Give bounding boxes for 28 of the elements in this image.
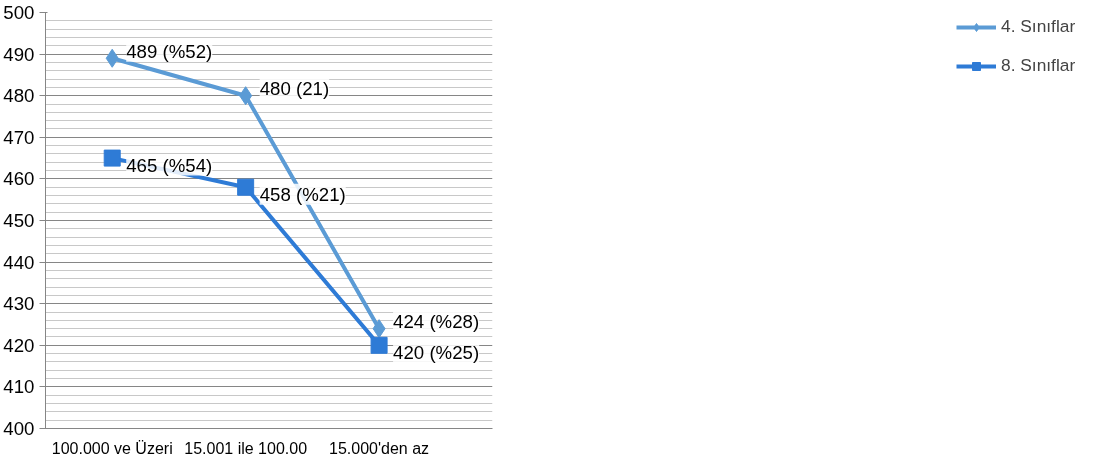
data-label: 489 (%52) <box>126 40 213 62</box>
legend-label: 8. Sınıflar <box>1001 55 1077 76</box>
y-tick-label: 500 <box>3 2 35 23</box>
data-label: 420 (%25) <box>393 341 480 363</box>
point <box>372 319 386 339</box>
x-tick-label: 100.000 ve Üzeri <box>51 439 173 457</box>
y-tick-label: 490 <box>3 43 35 65</box>
point <box>239 86 253 106</box>
y-tick-label: 440 <box>3 251 35 273</box>
y-tick-label: 420 <box>3 334 35 356</box>
y-tick-label: 480 <box>3 85 35 107</box>
point <box>103 149 121 167</box>
point <box>370 336 388 354</box>
data-label: 424 (%28) <box>393 311 480 333</box>
y-tick-label: 470 <box>3 126 35 148</box>
data-label: 458 (%21) <box>259 183 346 205</box>
y-tick-label: 450 <box>3 210 35 231</box>
y-tick-label: 430 <box>3 293 35 315</box>
data-label: 480 (21) <box>259 78 330 100</box>
point <box>237 178 255 196</box>
data-label: 465 (%54) <box>126 154 213 176</box>
legend-label: 4. Sınıflar <box>1001 16 1077 37</box>
point <box>105 48 119 68</box>
x-tick-label: 15.001 ile 100.00 <box>184 439 308 457</box>
y-tick-label: 460 <box>3 168 35 190</box>
x-tick-label: 15.000'den az <box>329 439 430 457</box>
y-tick-label: 410 <box>3 376 35 398</box>
y-tick-label: 400 <box>3 418 35 439</box>
